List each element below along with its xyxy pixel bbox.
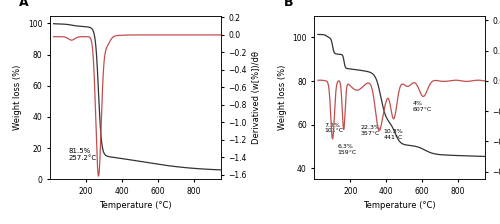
Text: 6.3%
159°C: 6.3% 159°C <box>338 144 357 155</box>
Text: 10.3%
441°C: 10.3% 441°C <box>384 129 404 140</box>
X-axis label: Temperature (°C): Temperature (°C) <box>99 201 172 210</box>
Text: 4%
607°C: 4% 607°C <box>412 101 432 112</box>
Text: 7.2%
101°C: 7.2% 101°C <box>324 123 344 134</box>
X-axis label: Temperature (°C): Temperature (°C) <box>364 201 436 210</box>
Text: B: B <box>284 0 293 9</box>
Text: 22.3%
357°C: 22.3% 357°C <box>360 125 380 136</box>
Text: A: A <box>20 0 29 9</box>
Y-axis label: Weight loss (%): Weight loss (%) <box>14 65 22 130</box>
Y-axis label: Weight loss (%): Weight loss (%) <box>278 65 286 130</box>
Y-axis label: Derivatived (w[%])/dθ: Derivatived (w[%])/dθ <box>252 51 262 144</box>
Text: 81.5%
257.2°C: 81.5% 257.2°C <box>69 148 97 161</box>
